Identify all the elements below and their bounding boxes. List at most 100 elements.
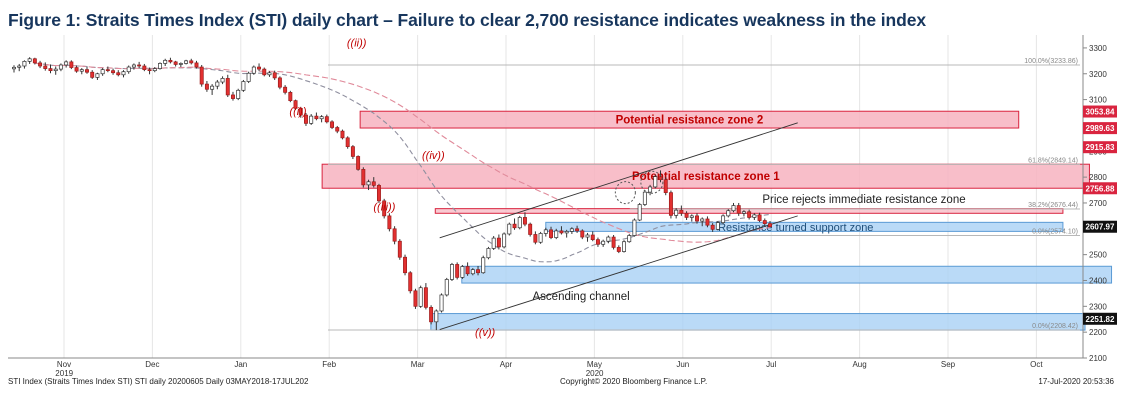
- candle-body: [429, 307, 434, 323]
- candle-body: [131, 64, 136, 68]
- candle-body: [288, 92, 293, 101]
- candle-body: [58, 64, 63, 70]
- zone-label: Resistance turned support zone: [718, 222, 873, 234]
- month-label: Oct: [1030, 360, 1043, 369]
- candle-body: [90, 71, 95, 78]
- candle-body: [345, 137, 350, 147]
- month-label: Jun: [676, 360, 689, 369]
- candle-body: [663, 179, 668, 193]
- candle-body: [204, 83, 209, 90]
- zone-box: [545, 221, 1064, 232]
- candle-body: [757, 214, 762, 221]
- candle-body: [350, 146, 355, 157]
- highlight-circle: [614, 181, 636, 205]
- candle-body: [460, 266, 465, 278]
- candle-body: [257, 66, 262, 70]
- candle-body: [486, 248, 491, 259]
- price-tag-label: 2251.82: [1086, 315, 1115, 324]
- candle-body: [116, 72, 121, 76]
- candle-body: [601, 240, 606, 245]
- price-tag-label: 2915.83: [1086, 143, 1115, 152]
- candle-body: [476, 269, 480, 274]
- candle-body: [642, 191, 647, 205]
- candle-body: [340, 130, 345, 139]
- candle-body: [700, 218, 705, 222]
- candle-body: [27, 58, 32, 62]
- candle-body: [705, 218, 710, 226]
- candle-body: [408, 272, 413, 292]
- candle-body: [43, 65, 48, 69]
- candle-body: [465, 266, 470, 275]
- candle-body: [48, 68, 53, 72]
- fib-label: 61.8%(2849.14): [1028, 157, 1078, 164]
- zone-box: [359, 110, 1020, 129]
- candle-body: [533, 234, 538, 243]
- candle-body: [392, 228, 397, 242]
- candle-body: [298, 108, 303, 116]
- candle-body: [549, 229, 553, 238]
- candle-body: [481, 257, 486, 274]
- candle-body: [522, 217, 527, 225]
- footer-right: 17-Jul-2020 20:53:36: [1038, 377, 1114, 386]
- candle-body: [53, 68, 58, 72]
- price-tick-label: 2300: [1089, 302, 1107, 311]
- candle-body: [215, 81, 220, 87]
- candle-body: [277, 77, 282, 88]
- moving-averages-layer: [34, 62, 771, 263]
- candle-body: [32, 58, 37, 64]
- candle-body: [710, 224, 715, 230]
- month-label: Apr: [500, 360, 513, 369]
- candle-body: [251, 66, 256, 74]
- candle-body: [272, 72, 277, 79]
- price-tick-label: 2100: [1089, 354, 1107, 363]
- candle-body: [434, 310, 439, 323]
- month-label: Jul: [766, 360, 776, 369]
- candle-body: [79, 69, 84, 72]
- candle-body: [726, 210, 731, 217]
- candle-body: [194, 62, 199, 68]
- channel-line-lower: [439, 215, 798, 331]
- candle-body: [595, 239, 600, 245]
- candle-body: [496, 237, 501, 248]
- candle-body: [173, 61, 178, 65]
- candle-body: [627, 235, 632, 243]
- candle-body: [653, 176, 658, 188]
- wave-label: ((iv)): [422, 150, 445, 162]
- candle-body: [137, 64, 142, 67]
- candle-body: [507, 223, 512, 235]
- moving-average-slow: [34, 62, 771, 243]
- candle-body: [17, 65, 22, 68]
- candle-body: [111, 70, 116, 74]
- candle-body: [22, 61, 27, 67]
- candle-body: [361, 169, 366, 186]
- highlight-circle: [640, 170, 664, 194]
- candle-body: [38, 62, 43, 67]
- axes-layer: 2100220023002400250026002700280029003000…: [8, 35, 1117, 378]
- candle-body: [85, 69, 89, 73]
- candle-body: [220, 78, 225, 83]
- fib-label: 0.0%(2208.42): [1032, 323, 1078, 330]
- note-label: Price rejects immediate resistance zone: [762, 194, 965, 206]
- candle-body: [606, 236, 611, 242]
- annotations-layer: ((ii)) ((i)) ((iv)) ((iii)) ((v)) Price rejec…: [289, 38, 965, 339]
- price-tag: [1083, 182, 1117, 195]
- candle-body: [674, 209, 679, 216]
- candle-body: [585, 234, 590, 238]
- grid-layer: [63, 35, 1037, 358]
- candle-body: [731, 205, 736, 212]
- candle-body: [225, 78, 230, 96]
- zone-box: [430, 313, 1086, 331]
- price-tick-label: 2700: [1089, 199, 1107, 208]
- candle-body: [95, 73, 100, 78]
- candle-body: [543, 229, 548, 234]
- candle-body: [241, 81, 246, 91]
- candle-body: [199, 66, 204, 85]
- candle-body: [575, 228, 580, 232]
- candle-body: [455, 264, 460, 278]
- candle-body: [554, 230, 559, 238]
- candle-body: [470, 269, 475, 275]
- candle-body: [397, 240, 402, 258]
- candle-body: [512, 223, 517, 229]
- month-label: May: [587, 360, 602, 369]
- candle-body: [314, 115, 319, 120]
